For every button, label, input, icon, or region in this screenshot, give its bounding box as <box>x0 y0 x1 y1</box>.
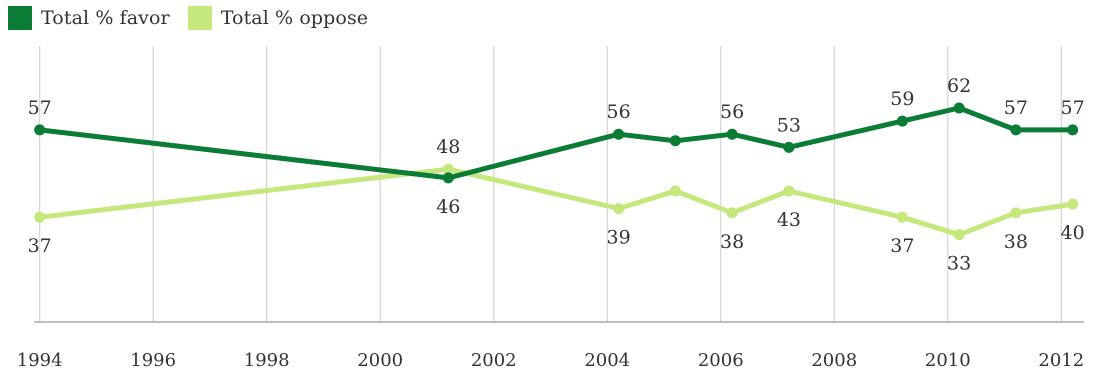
data-label-favor-6: 59 <box>890 88 914 110</box>
x-tick-label-1998: 1998 <box>244 350 290 371</box>
data-label-oppose-8: 38 <box>1004 231 1028 253</box>
data-label-oppose-5: 43 <box>777 209 801 231</box>
x-tick-label-1996: 1996 <box>130 350 176 371</box>
data-point-oppose-9 <box>1067 198 1079 210</box>
data-point-oppose-5 <box>783 185 795 197</box>
series-lines <box>34 102 1079 241</box>
data-label-oppose-9: 40 <box>1061 222 1085 244</box>
x-tick-label-1994: 1994 <box>17 350 63 371</box>
data-label-favor-2: 56 <box>607 101 631 123</box>
x-tick-label-2012: 2012 <box>1038 350 1084 371</box>
data-point-favor-6 <box>896 115 908 127</box>
x-axis: 1994 1996 1998 2000 2002 2004 2006 2008 2010 2012 <box>17 321 1084 371</box>
legend-label-oppose: Total % oppose <box>220 7 369 29</box>
x-tick-label-2002: 2002 <box>471 350 517 371</box>
series-line-favor <box>37 105 1076 181</box>
data-label-favor-0: 57 <box>28 97 52 119</box>
data-label-favor-1: 46 <box>436 196 460 218</box>
data-label-oppose-7: 33 <box>947 253 971 275</box>
data-point-favor-9 <box>1067 124 1079 136</box>
data-point-oppose-2 <box>613 202 625 214</box>
x-tick-label-2010: 2010 <box>925 350 971 371</box>
legend: Total % favor Total % oppose <box>8 4 368 32</box>
data-labels: 57 46 56 56 53 59 62 57 57 37 48 39 38 43 37 33 38 40 <box>28 75 1085 275</box>
data-point-favor-2 <box>613 128 625 140</box>
data-label-favor-4: 56 <box>720 101 744 123</box>
data-point-favor-4 <box>726 128 738 140</box>
data-point-favor-7 <box>953 102 965 114</box>
data-label-oppose-6: 37 <box>890 235 914 257</box>
data-point-oppose-0 <box>34 211 46 223</box>
data-label-favor-5: 53 <box>777 114 801 136</box>
x-tick-label-2006: 2006 <box>698 350 744 371</box>
data-label-oppose-1: 48 <box>436 136 460 158</box>
legend-item-oppose: Total % oppose <box>187 6 369 30</box>
legend-swatch-favor <box>8 6 32 30</box>
data-label-oppose-0: 37 <box>28 235 52 257</box>
x-tick-label-2000: 2000 <box>357 350 403 371</box>
data-point-favor-5 <box>783 141 795 153</box>
grid-lines <box>39 46 1062 322</box>
data-point-favor-0 <box>34 124 46 136</box>
data-label-favor-7: 62 <box>947 75 971 97</box>
data-point-favor-8 <box>1010 124 1022 136</box>
data-point-oppose-4 <box>726 207 738 219</box>
legend-label-favor: Total % favor <box>41 7 170 29</box>
legend-swatch-oppose <box>187 6 212 30</box>
data-label-oppose-4: 38 <box>720 231 744 253</box>
x-tick-label-2008: 2008 <box>811 350 857 371</box>
data-point-favor-3 <box>669 135 681 147</box>
data-point-oppose-1 <box>442 163 454 175</box>
data-point-oppose-7 <box>953 229 965 241</box>
x-tick-label-2004: 2004 <box>584 350 630 371</box>
data-point-oppose-8 <box>1010 207 1022 219</box>
legend-item-favor: Total % favor <box>8 6 170 30</box>
data-point-oppose-6 <box>896 211 908 223</box>
data-label-favor-8: 57 <box>1004 97 1028 119</box>
data-point-oppose-3 <box>669 185 681 197</box>
data-point-favor-1 <box>442 172 454 184</box>
series-line-oppose <box>37 166 1076 238</box>
data-label-oppose-2: 39 <box>607 226 631 248</box>
data-label-favor-9: 57 <box>1061 97 1085 119</box>
